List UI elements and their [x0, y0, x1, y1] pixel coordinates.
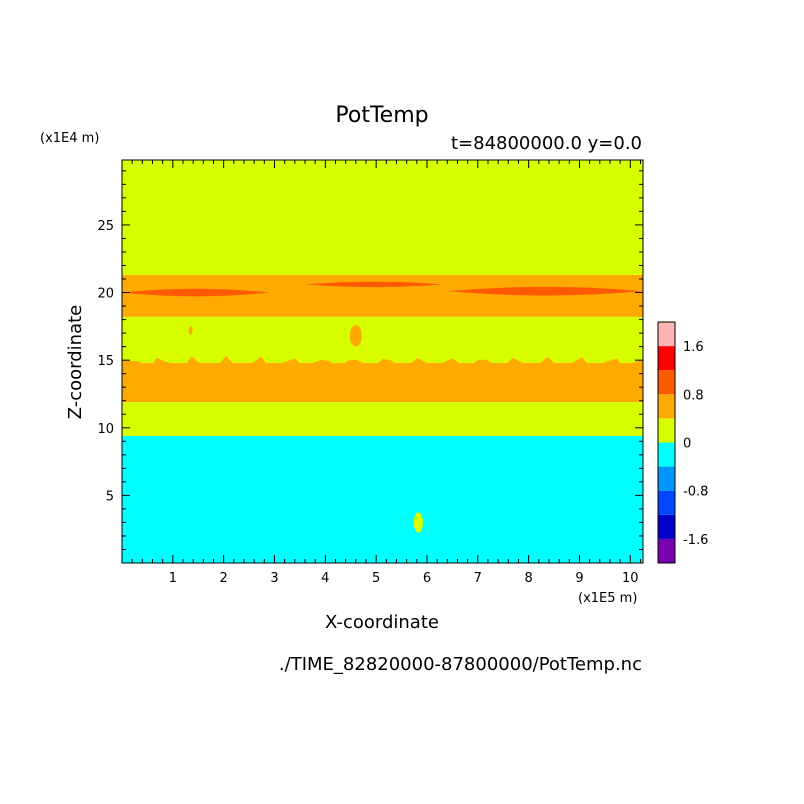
boundary-scallop-0 — [122, 435, 166, 449]
boundary-scallop-6 — [495, 435, 562, 449]
turbulent-interface — [122, 355, 643, 374]
contour-band-5 — [122, 160, 643, 275]
y-tick-label: 25 — [97, 219, 114, 234]
footer-filename: ./TIME_82820000-87800000/PotTemp.nc — [279, 654, 642, 675]
colorbar-tick-label: -1.6 — [683, 533, 708, 548]
y-axis-label: Z-coordinate — [65, 305, 86, 420]
colorbar-swatch-8 — [658, 346, 675, 371]
plot-frame — [121, 159, 644, 564]
colorbar-tick-label: -0.8 — [683, 485, 708, 500]
boundary-scallop-2 — [231, 435, 298, 449]
colorbar-swatch-7 — [658, 370, 675, 395]
contour-band-3 — [122, 316, 643, 363]
x-tick-label: 10 — [622, 571, 639, 586]
y-tick-label: 5 — [106, 489, 114, 504]
colorbar-swatch-2 — [658, 490, 675, 515]
colorbar-swatch-3 — [658, 466, 675, 491]
colorbar-tick-label: 0.8 — [683, 388, 704, 403]
x-tick-label: 3 — [270, 571, 278, 586]
boundary-scallop-1 — [165, 435, 232, 449]
boundary-scallop-7 — [561, 435, 628, 449]
chart-subtitle: t=84800000.0 y=0.0 — [451, 133, 642, 154]
x-axis: 1 2 3 4 5 6 7 8 9 10 — [131, 160, 641, 586]
contour-band-1 — [122, 402, 643, 436]
x-tick-label: 6 — [423, 571, 431, 586]
warm-streak-1 — [304, 281, 443, 288]
boundary-scallop-5 — [429, 435, 496, 449]
y-axis: 5 10 15 20 25 — [97, 170, 643, 550]
plot-area — [122, 160, 643, 563]
x-tick-label: 7 — [474, 571, 482, 586]
x-tick-label: 8 — [524, 571, 532, 586]
colorbar-frame — [657, 321, 676, 564]
boundary-scallop-4 — [363, 435, 430, 449]
contour-band-0 — [122, 435, 643, 563]
colorbar-swatch-0 — [658, 538, 675, 563]
contour-blob-0 — [349, 324, 362, 347]
y-unit-label: (x1E4 m) — [40, 131, 99, 146]
colorbar-tick-label: 1.6 — [683, 340, 704, 355]
x-unit-label: (x1E5 m) — [578, 591, 637, 606]
x-tick-label: 1 — [169, 571, 177, 586]
warm-streak-2 — [447, 286, 643, 296]
contour-blob-2 — [188, 326, 193, 335]
x-tick-label: 4 — [321, 571, 329, 586]
colorbar-swatch-4 — [658, 442, 675, 467]
x-tick-label: 2 — [220, 571, 228, 586]
x-tick-label: 9 — [575, 571, 583, 586]
warm-streak-0 — [122, 288, 270, 297]
chart-title: PotTemp — [335, 103, 428, 128]
colorbar-tick-label: 0 — [683, 437, 691, 452]
colorbar-swatch-1 — [658, 514, 675, 539]
y-tick-label: 10 — [97, 422, 114, 437]
y-tick-label: 15 — [97, 354, 114, 369]
x-tick-label: 5 — [372, 571, 380, 586]
x-axis-label: X-coordinate — [325, 612, 439, 633]
colorbar-swatch-9 — [658, 322, 675, 347]
colorbar-swatch-6 — [658, 394, 675, 419]
y-tick-label: 20 — [97, 287, 114, 302]
colorbar-swatch-5 — [658, 418, 675, 443]
contour-blob-1 — [413, 512, 423, 533]
colorbar: -1.6 -0.8 0 0.8 1.6 — [657, 321, 708, 564]
boundary-scallop-3 — [297, 435, 364, 449]
